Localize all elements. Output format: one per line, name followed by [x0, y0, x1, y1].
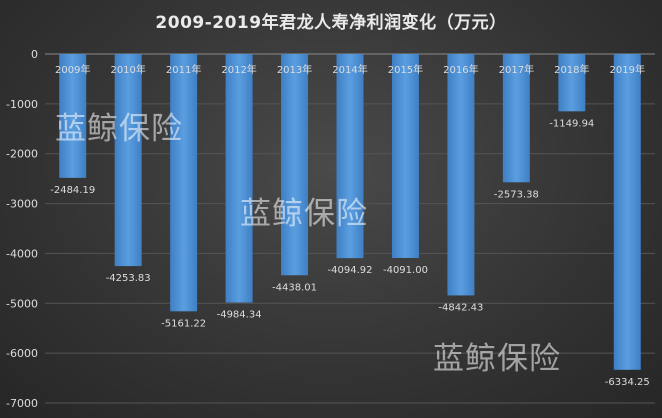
y-tick-label: -5000	[6, 297, 38, 310]
data-label: -6334.25	[605, 377, 650, 388]
bar	[391, 54, 419, 258]
x-tick-label: 2009年	[55, 63, 90, 76]
bar	[170, 54, 198, 312]
y-tick-label: -1000	[6, 98, 38, 111]
bar	[502, 54, 530, 183]
x-tick-label: 2019年	[610, 63, 645, 76]
data-label: -5161.22	[161, 318, 206, 329]
bar	[336, 54, 364, 259]
data-label: -4438.01	[272, 282, 317, 293]
bar	[613, 54, 641, 370]
data-label: -4091.00	[383, 265, 428, 276]
bar	[558, 54, 586, 112]
watermark: 蓝鲸保险	[240, 196, 368, 232]
x-tick-label: 2015年	[388, 63, 423, 76]
x-tick-label: 2010年	[110, 63, 145, 76]
watermark: 蓝鲸保险	[55, 111, 183, 147]
bar	[114, 54, 142, 267]
y-tick-label: -6000	[6, 347, 38, 360]
y-tick-label: -2000	[6, 148, 38, 161]
data-label: -4842.43	[438, 302, 483, 313]
bar	[59, 54, 87, 178]
data-label: -4094.92	[328, 265, 373, 276]
x-tick-label: 2018年	[554, 63, 589, 76]
data-label: -2573.38	[494, 189, 539, 200]
data-label: -4984.34	[217, 310, 262, 321]
x-tick-label: 2011年	[166, 63, 201, 76]
data-label: -4253.83	[106, 273, 151, 284]
x-tick-label: 2017年	[499, 63, 534, 76]
y-tick-label: -3000	[6, 198, 38, 211]
x-tick-label: 2016年	[443, 63, 478, 76]
x-tick-label: 2013年	[277, 63, 312, 76]
x-tick-label: 2012年	[221, 63, 256, 76]
y-tick-label: -4000	[6, 247, 38, 260]
chart-title: 2009-2019年君龙人寿净利润变化（万元）	[155, 13, 507, 33]
x-tick-label: 2014年	[332, 63, 367, 76]
y-tick-label: -7000	[6, 397, 38, 410]
bar	[281, 54, 309, 276]
data-label: -2484.19	[50, 185, 95, 196]
bar	[447, 54, 475, 296]
bar	[225, 54, 253, 303]
watermark: 蓝鲸保险	[433, 341, 561, 377]
data-label: -1149.94	[549, 118, 594, 129]
y-tick-label: 0	[31, 48, 38, 61]
